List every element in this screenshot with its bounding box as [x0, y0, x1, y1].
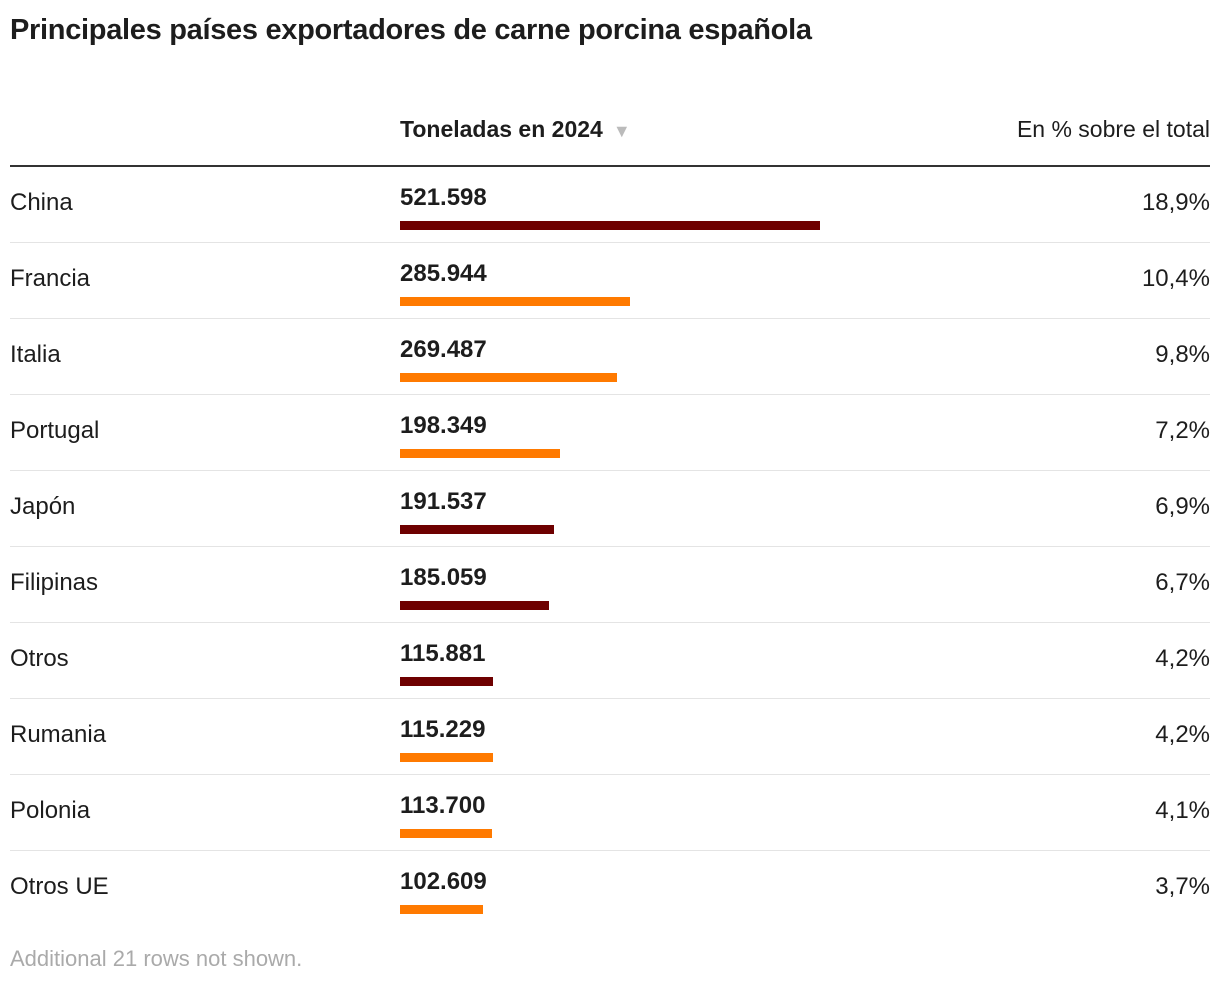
percent-value: 18,9% — [1141, 189, 1210, 216]
country-name: Italia — [10, 341, 61, 368]
table-row: Rumania 115.229 4,2% — [10, 699, 1210, 775]
tonnes-value: 102.609 — [400, 868, 487, 895]
table-row: Otros UE 102.609 3,7% — [10, 851, 1210, 926]
percent-value: 9,8% — [1155, 341, 1210, 368]
percent-value: 10,4% — [1141, 265, 1210, 292]
sort-descending-icon[interactable]: ▼ — [612, 121, 631, 141]
tonnes-value: 521.598 — [400, 184, 487, 211]
footer-note: Additional 21 rows not shown. — [10, 946, 303, 971]
tonnes-bar — [400, 221, 820, 230]
table-row: Francia 285.944 10,4% — [10, 243, 1210, 319]
column-header-tonnes[interactable]: Toneladas en 2024 ▼ — [400, 116, 631, 143]
percent-value: 7,2% — [1155, 417, 1210, 444]
percent-value: 4,2% — [1155, 645, 1210, 672]
tonnes-bar — [400, 449, 560, 458]
country-name: Rumania — [10, 721, 107, 748]
country-name: Filipinas — [10, 569, 99, 596]
tonnes-value: 185.059 — [400, 564, 487, 591]
percent-value: 4,2% — [1155, 721, 1210, 748]
country-name: China — [10, 189, 73, 216]
tonnes-value: 115.229 — [400, 716, 486, 743]
table-row: China 521.598 18,9% — [10, 167, 1210, 243]
tonnes-bar — [400, 905, 483, 914]
tonnes-bar — [400, 601, 549, 610]
table-row: Italia 269.487 9,8% — [10, 319, 1210, 395]
country-name: Japón — [10, 493, 76, 520]
table-row: Filipinas 185.059 6,7% — [10, 547, 1210, 623]
tonnes-value: 198.349 — [400, 412, 487, 439]
table-row: Japón 191.537 6,9% — [10, 471, 1210, 547]
percent-value: 6,7% — [1155, 569, 1210, 596]
tonnes-bar — [400, 373, 617, 382]
tonnes-bar — [400, 753, 493, 762]
percent-value: 6,9% — [1155, 493, 1210, 520]
table-row: Portugal 198.349 7,2% — [10, 395, 1210, 471]
table-row: Otros 115.881 4,2% — [10, 623, 1210, 699]
tonnes-value: 285.944 — [400, 260, 487, 287]
tonnes-value: 115.881 — [400, 640, 486, 667]
percent-value: 3,7% — [1155, 873, 1210, 900]
percent-value: 4,1% — [1155, 797, 1210, 824]
column-header-percent[interactable]: En % sobre el total — [1016, 116, 1210, 142]
column-header-tonnes-label: Toneladas en 2024 — [400, 116, 603, 142]
country-name: Polonia — [10, 797, 91, 824]
chart-title: Principales países exportadores de carne… — [10, 14, 812, 46]
country-name: Otros UE — [10, 873, 109, 900]
tonnes-value: 191.537 — [400, 488, 487, 515]
table-body: China 521.598 18,9% Francia 285.944 10,4% Ital… — [10, 167, 1210, 926]
tonnes-bar — [400, 525, 555, 534]
country-name: Francia — [10, 265, 91, 292]
country-name: Otros — [10, 645, 69, 672]
table-row: Polonia 113.700 4,1% — [10, 775, 1210, 851]
header-divider — [10, 165, 1210, 167]
tonnes-value: 269.487 — [400, 336, 487, 363]
tonnes-bar — [400, 829, 492, 838]
tonnes-bar — [400, 677, 494, 686]
country-name: Portugal — [10, 417, 100, 444]
tonnes-value: 113.700 — [400, 792, 486, 819]
tonnes-bar — [400, 297, 631, 306]
